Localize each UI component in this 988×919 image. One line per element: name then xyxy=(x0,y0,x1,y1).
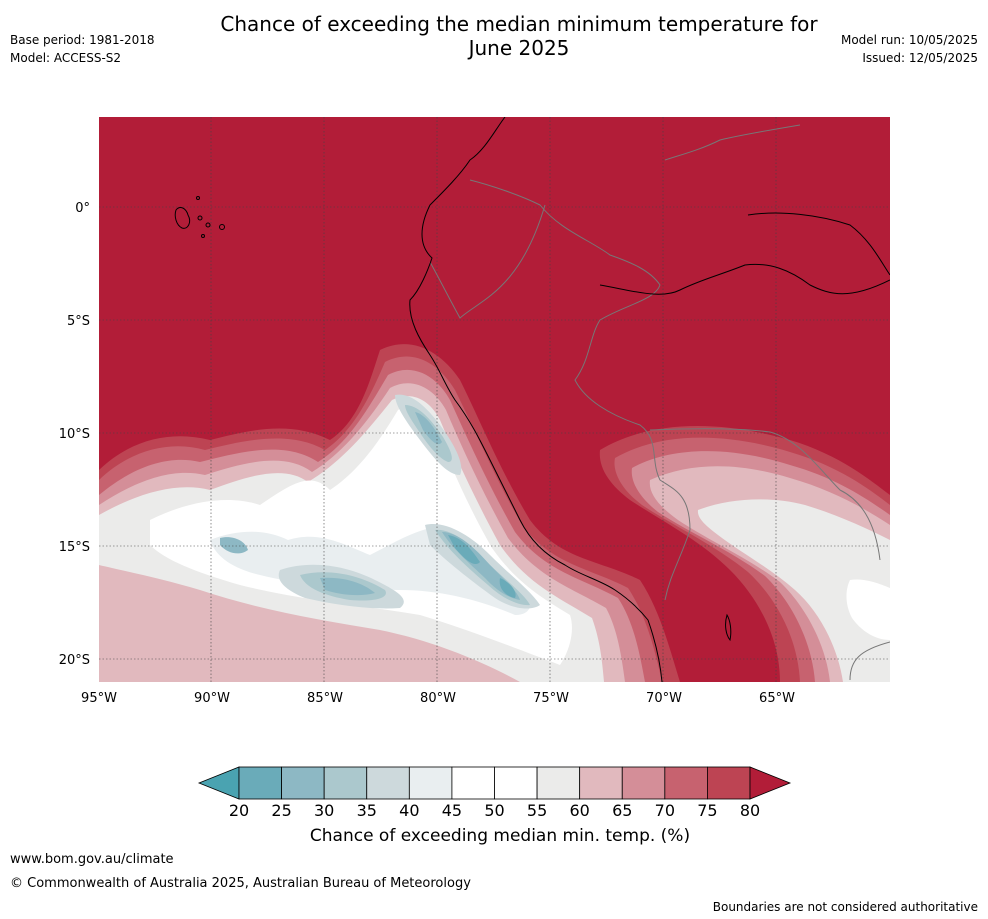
colorbar-segment xyxy=(451,766,495,800)
colorbar-segment xyxy=(366,766,410,800)
field-east-45-55 xyxy=(846,579,890,640)
lon-label: 95°W xyxy=(81,691,117,706)
colorbar-segment xyxy=(408,766,453,800)
longitude-labels: 95°W 90°W 85°W 80°W 75°W 70°W 65°W xyxy=(81,691,795,706)
probability-field xyxy=(99,117,890,682)
lon-label: 70°W xyxy=(646,691,682,706)
colorbar-segment xyxy=(238,766,282,800)
footer-disclaimer: Boundaries are not considered authoritat… xyxy=(712,900,978,914)
lat-label: 5°S xyxy=(67,314,90,329)
colorbar-segment xyxy=(621,766,666,800)
lat-label: 10°S xyxy=(59,427,90,442)
colorbar-tick-label: 70 xyxy=(655,801,675,820)
colorbar xyxy=(197,766,792,800)
colorbar-segment xyxy=(579,766,623,800)
latitude-labels: 0° 5°S 10°S 15°S 20°S xyxy=(59,201,90,668)
field-band-20-25 xyxy=(448,535,516,598)
title-line-1: Chance of exceeding the median minimum t… xyxy=(220,12,818,36)
field-east-55-60 xyxy=(697,499,890,682)
lon-label: 85°W xyxy=(307,691,343,706)
colorbar-tick-label: 60 xyxy=(569,801,589,820)
metadata-left: Base period: 1981-2018 Model: ACCESS-S2 xyxy=(10,31,155,67)
colorbar-ticks: 20 25 30 35 40 45 50 55 60 65 70 75 80 xyxy=(229,801,760,820)
coastline xyxy=(409,117,663,682)
national-boundaries xyxy=(429,124,890,681)
colorbar-arrow-low xyxy=(197,766,240,800)
colorbar-tick-label: 65 xyxy=(612,801,632,820)
map-title: Chance of exceeding the median minimum t… xyxy=(194,12,844,60)
footer-url[interactable]: www.bom.gov.au/climate xyxy=(10,852,174,867)
colorbar-segment xyxy=(323,766,368,800)
colorbar-arrow-high xyxy=(749,766,792,800)
lon-label: 80°W xyxy=(420,691,456,706)
base-period: Base period: 1981-2018 xyxy=(10,33,155,47)
colorbar-segment xyxy=(536,766,581,800)
colorbar-tick-label: 20 xyxy=(229,801,249,820)
colorbar-segment xyxy=(281,766,325,800)
lat-label: 0° xyxy=(75,201,90,216)
colorbar-tick-label: 50 xyxy=(484,801,504,820)
lon-label: 75°W xyxy=(533,691,569,706)
colorbar-segment xyxy=(494,766,538,800)
amazon-river-outline xyxy=(599,212,890,295)
title-line-2: June 2025 xyxy=(468,36,570,60)
lake-titicaca xyxy=(725,613,732,642)
colorbar-tick-label: 45 xyxy=(442,801,462,820)
metadata-right: Model run: 10/05/2025 Issued: 12/05/2025 xyxy=(841,31,978,67)
galapagos-islands xyxy=(174,196,225,238)
lat-label: 20°S xyxy=(59,653,90,668)
field-band-45-55 xyxy=(150,406,572,665)
colorbar-tick-label: 80 xyxy=(740,801,760,820)
colorbar-tick-label: 55 xyxy=(527,801,547,820)
lon-label: 90°W xyxy=(194,691,230,706)
colorbar-tick-label: 30 xyxy=(314,801,334,820)
lon-label: 65°W xyxy=(759,691,795,706)
model-run: Model run: 10/05/2025 xyxy=(840,33,978,47)
issued-date: Issued: 12/05/2025 xyxy=(862,51,978,65)
colorbar-label: Chance of exceeding median min. temp. (%… xyxy=(309,826,691,846)
colorbar-tick-label: 25 xyxy=(271,801,291,820)
colorbar-segment xyxy=(707,766,751,800)
footer-copyright: © Commonwealth of Australia 2025, Austra… xyxy=(10,876,471,891)
field-band-25-30 xyxy=(220,412,520,600)
colorbar-tick-label: 40 xyxy=(399,801,419,820)
colorbar-segment xyxy=(664,766,708,800)
lat-label: 15°S xyxy=(59,540,90,555)
colorbar-tick-label: 75 xyxy=(697,801,717,820)
model-name: Model: ACCESS-S2 xyxy=(10,51,122,65)
graticule xyxy=(99,117,890,682)
colorbar-tick-label: 35 xyxy=(357,801,377,820)
